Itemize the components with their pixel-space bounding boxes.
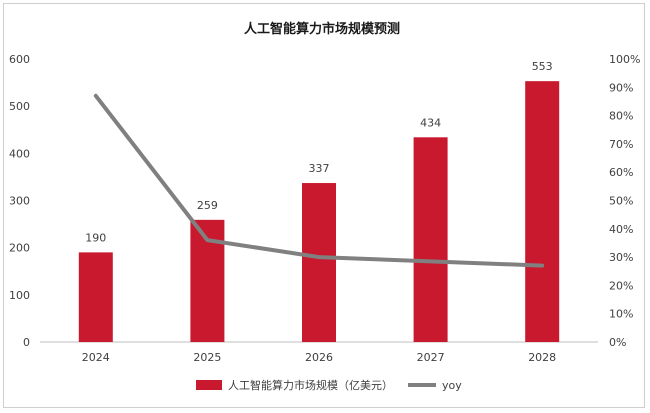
- y-right-tick-label: 60%: [609, 166, 633, 179]
- y-right-tick-label: 20%: [609, 279, 633, 292]
- x-tick-label: 2026: [305, 351, 333, 364]
- y-right-tick-label: 80%: [609, 110, 633, 123]
- y-left-tick-label: 400: [9, 147, 30, 160]
- y-left-tick-label: 500: [9, 100, 30, 113]
- y-right-tick-label: 70%: [609, 138, 633, 151]
- y-left-tick-label: 0: [23, 336, 30, 349]
- y-right-tick-label: 50%: [609, 195, 633, 208]
- y-left-tick-label: 100: [9, 289, 30, 302]
- legend-bar-label: 人工智能算力市场规模（亿美元）: [228, 378, 393, 392]
- y-right-tick-label: 100%: [609, 53, 640, 66]
- y-right-tick-label: 10%: [609, 308, 633, 321]
- legend-line-label: yoy: [442, 379, 462, 392]
- x-tick-label: 2028: [528, 351, 556, 364]
- x-tick-label: 2027: [417, 351, 445, 364]
- bar-data-label: 434: [420, 116, 441, 129]
- y-left-tick-label: 600: [9, 53, 30, 66]
- x-tick-label: 2024: [82, 351, 110, 364]
- bar-2026: [302, 183, 336, 342]
- chart-title: 人工智能算力市场规模预测: [244, 21, 400, 37]
- legend-bar-swatch: [196, 380, 222, 390]
- y-right-tick-label: 90%: [609, 81, 633, 94]
- bar-2028: [525, 81, 560, 342]
- x-tick-label: 2025: [193, 351, 221, 364]
- bar-2027: [413, 137, 448, 342]
- bar-2024: [78, 252, 113, 342]
- y-right-tick-label: 30%: [609, 251, 633, 264]
- bar-data-label: 190: [85, 231, 106, 244]
- bar-data-label: 337: [309, 162, 330, 175]
- y-right-tick-label: 40%: [609, 223, 633, 236]
- y-right-tick-label: 0%: [609, 336, 626, 349]
- y-left-tick-label: 200: [9, 242, 30, 255]
- bar-data-label: 553: [532, 60, 553, 73]
- bar-data-label: 259: [197, 199, 218, 212]
- y-left-tick-label: 300: [9, 195, 30, 208]
